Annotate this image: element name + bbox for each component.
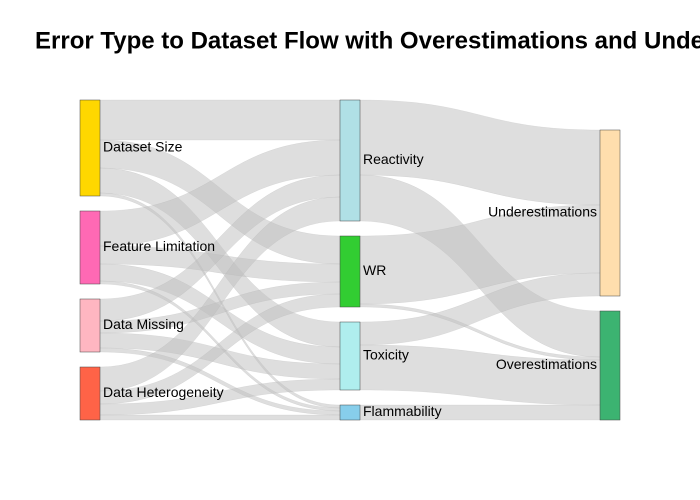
links	[99, 99, 601, 421]
node	[339, 321, 361, 391]
node-label: Data Heterogeneity	[103, 384, 224, 400]
node	[599, 129, 621, 297]
node-label: Flammability	[363, 403, 442, 419]
node-label: Overestimations	[496, 356, 597, 372]
node	[339, 404, 361, 421]
node-label: Reactivity	[363, 151, 424, 167]
node	[339, 235, 361, 308]
node-label: Dataset Size	[103, 139, 183, 155]
node-label: Underestimations	[488, 204, 597, 220]
node	[79, 298, 101, 353]
link	[99, 99, 341, 141]
node-label: Feature Limitation	[103, 238, 215, 254]
chart-title: Error Type to Dataset Flow with Overesti…	[35, 27, 700, 54]
node-label: Data Missing	[103, 316, 184, 332]
nodes: Dataset Size Feature Limitation Data Missi…	[79, 99, 621, 421]
node	[79, 210, 101, 285]
node	[599, 310, 621, 421]
node	[339, 99, 361, 222]
node	[79, 99, 101, 197]
link	[99, 414, 341, 421]
node	[79, 366, 101, 421]
node-label: WR	[363, 262, 386, 278]
node-label: Toxicity	[363, 347, 409, 363]
